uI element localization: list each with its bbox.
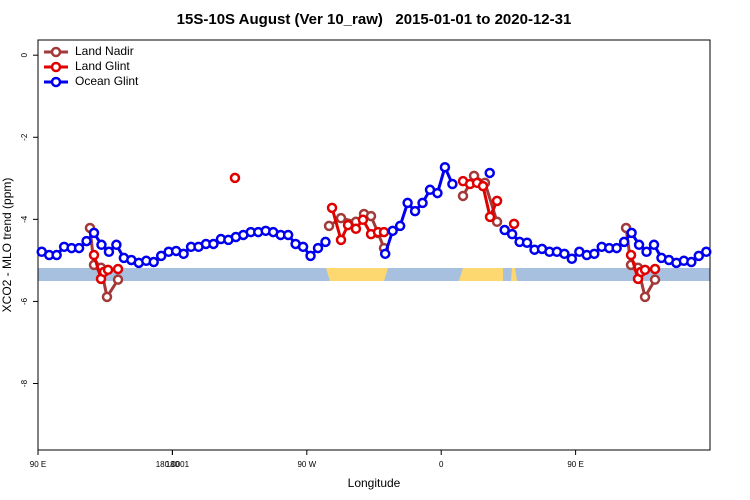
y-tick-label: -2: [20, 133, 29, 141]
point: [506, 228, 518, 240]
point: [379, 248, 391, 260]
y-tick-label: -8: [20, 379, 29, 387]
point: [148, 256, 159, 268]
point: [611, 242, 622, 254]
point: [323, 220, 335, 232]
point: [155, 250, 167, 262]
point: [312, 242, 324, 254]
point: [402, 197, 413, 209]
point: [51, 249, 62, 261]
point: [229, 172, 241, 184]
point: [499, 224, 510, 236]
point: [626, 227, 637, 239]
point: [484, 211, 496, 223]
legend-label: Land Glint: [75, 59, 130, 73]
point: [648, 239, 660, 251]
plot-frame: [37, 39, 711, 451]
mask-land: [326, 268, 388, 281]
point: [101, 291, 113, 303]
point: [335, 212, 347, 224]
mask-land: [459, 268, 503, 281]
point: [491, 195, 503, 207]
point: [297, 241, 309, 253]
point: [335, 234, 347, 246]
x-tick-label: 90 E: [30, 460, 46, 469]
point: [88, 249, 100, 261]
point: [477, 180, 489, 192]
point: [633, 239, 645, 251]
point: [326, 202, 338, 214]
series: [36, 161, 712, 269]
land-mask: [38, 268, 710, 281]
point: [178, 248, 189, 260]
point: [112, 274, 124, 285]
point: [103, 246, 115, 258]
point: [102, 264, 114, 276]
point: [625, 249, 637, 261]
point: [639, 291, 651, 303]
point: [432, 187, 443, 199]
point: [693, 250, 705, 262]
y-axis-label: XCO2 - MLO trend (ppm): [0, 178, 14, 313]
y-tick-label: -6: [20, 297, 29, 305]
chart-title: 15S-10S August (Ver 10_raw) 2015-01-01 t…: [177, 11, 572, 28]
point: [378, 226, 390, 238]
point: [112, 263, 124, 275]
point: [649, 263, 661, 275]
x-tick-label: 180.0001: [156, 460, 190, 469]
legend-marker: [50, 76, 62, 88]
point: [394, 220, 406, 232]
point: [641, 246, 652, 258]
point: [320, 236, 331, 248]
x-tick-label: 90 E: [567, 460, 583, 469]
point: [484, 167, 495, 179]
point: [88, 227, 100, 239]
point: [81, 235, 92, 247]
point: [701, 246, 712, 258]
legend-marker: [50, 61, 62, 73]
point: [305, 250, 316, 262]
point: [365, 210, 377, 222]
point: [589, 248, 600, 260]
point: [208, 238, 219, 250]
series: [88, 172, 661, 285]
point: [350, 223, 362, 235]
point: [439, 161, 451, 173]
y-tick-label: -4: [20, 215, 29, 223]
legend-marker: [50, 46, 62, 58]
point: [357, 214, 369, 226]
point: [649, 274, 661, 285]
point: [111, 239, 122, 251]
x-axis-label: Longitude: [348, 476, 401, 490]
point: [559, 248, 570, 260]
legend-label: Ocean Glint: [75, 74, 139, 88]
point: [491, 216, 503, 228]
point: [618, 236, 630, 248]
point: [417, 197, 428, 209]
point: [387, 225, 398, 237]
point: [409, 205, 421, 217]
point: [96, 239, 107, 251]
point: [686, 256, 697, 268]
point: [639, 264, 651, 276]
point: [508, 218, 520, 230]
x-tick-label: 180: [166, 460, 180, 469]
point: [73, 242, 85, 254]
point: [521, 237, 533, 248]
mask-land: [511, 268, 517, 281]
x-tick-label: 90 W: [297, 460, 316, 469]
legend-label: Land Nadir: [75, 44, 134, 58]
point: [447, 178, 458, 190]
point: [342, 219, 354, 231]
y-tick-label: 0: [20, 52, 29, 57]
point: [457, 190, 469, 202]
point: [566, 253, 578, 264]
point: [282, 229, 294, 241]
x-tick-label: 0: [439, 460, 444, 469]
